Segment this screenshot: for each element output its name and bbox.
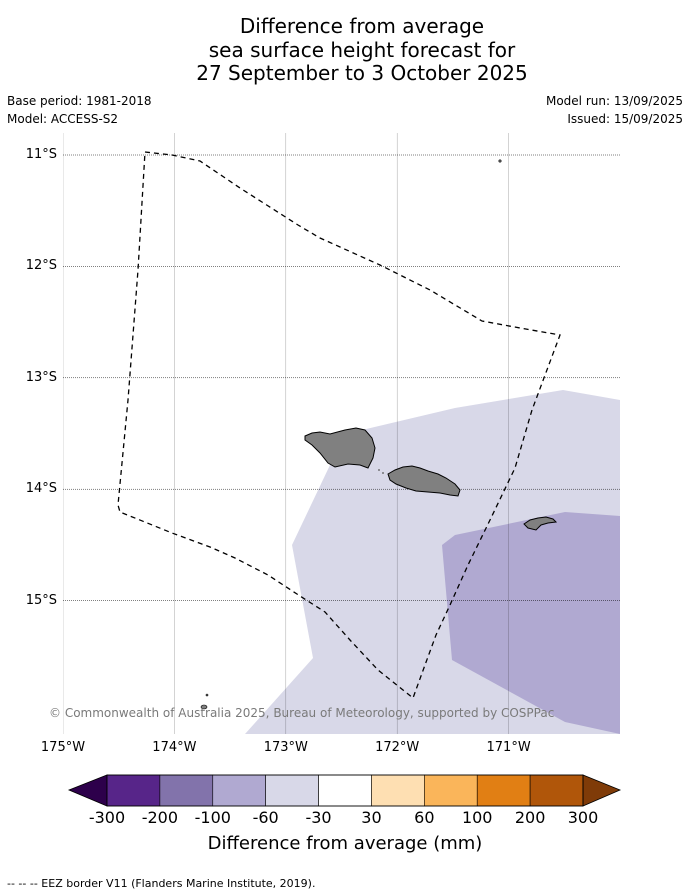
colorbar-cell [318,774,372,807]
colorbar-tick-label: -100 [194,808,231,827]
latitude-label: 11°S [25,147,57,162]
colorbar-tick-label: -30 [305,808,332,827]
longitude-label: 174°W [152,740,197,755]
colorbar-title: Difference from average (mm) [207,833,483,854]
savaii-island [304,427,376,469]
longitude-label: 172°W [375,740,420,755]
colorbar-tick-label: -60 [252,808,279,827]
eez-border [117,151,561,700]
colorbar-tick-label: 30 [361,808,382,827]
islet-manono [378,469,380,471]
colorbar [67,774,622,807]
base-period-label: Base period: 1981-2018 [7,94,152,108]
model-label: Model: ACCESS-S2 [7,112,119,126]
colorbar-tick-label: 300 [567,808,599,827]
copyright-text: © Commonwealth of Australia 2025, Bureau… [49,706,555,720]
latitude-label: 12°S [25,258,57,274]
latitude-label: 13°S [25,369,57,385]
colorbar-over-arrow [582,774,622,807]
longitude-label: 173°W [263,740,308,755]
islet-west-2 [200,704,208,710]
colorbar-outline [106,774,584,807]
colorbar-cell [424,774,478,807]
colorbar-cell [476,774,531,807]
latitude-label: 15°S [25,592,57,608]
colorbar-cell [265,774,319,807]
longitude-label: 175°W [40,740,86,755]
chart-title: Difference from average sea surface heig… [0,14,690,86]
colorbar-tick-label: 60 [414,808,435,827]
colorbar-tick-label: -200 [141,808,179,827]
title-line-1: Difference from average [239,14,485,38]
graticule [63,133,620,734]
title-line-3: 27 September to 3 October 2025 [196,61,528,85]
model-run-label: Model run: 13/09/2025 [545,94,683,108]
colorbar-under-arrow [67,774,108,807]
tutuila-island [523,516,558,531]
islet-north [498,159,502,163]
longitude-label: 171°W [486,740,531,755]
colorbar-tick-label: 100 [461,808,493,827]
issued-label: Issued: 15/09/2025 [567,112,683,126]
eez-footnote: -- -- -- EEZ border V11 (Flanders Marine… [7,877,316,890]
latitude-label: 14°S [25,481,57,497]
colorbar-cell [159,774,214,807]
anomaly-region-minus60 [442,512,620,734]
colorbar-cells [106,774,584,807]
colorbar-cell [106,774,161,807]
colorbar-cell [212,774,266,807]
colorbar-tick-label: -300 [88,808,126,827]
islet-apolima [382,472,384,474]
map-plot-area [63,133,620,734]
colorbar-cell [529,774,584,807]
upolu-island [387,465,461,497]
colorbar-cell [371,774,425,807]
title-line-2: sea surface height forecast for [208,37,516,62]
colorbar-tick-label: 200 [514,808,546,827]
islet-west-1 [205,693,209,697]
